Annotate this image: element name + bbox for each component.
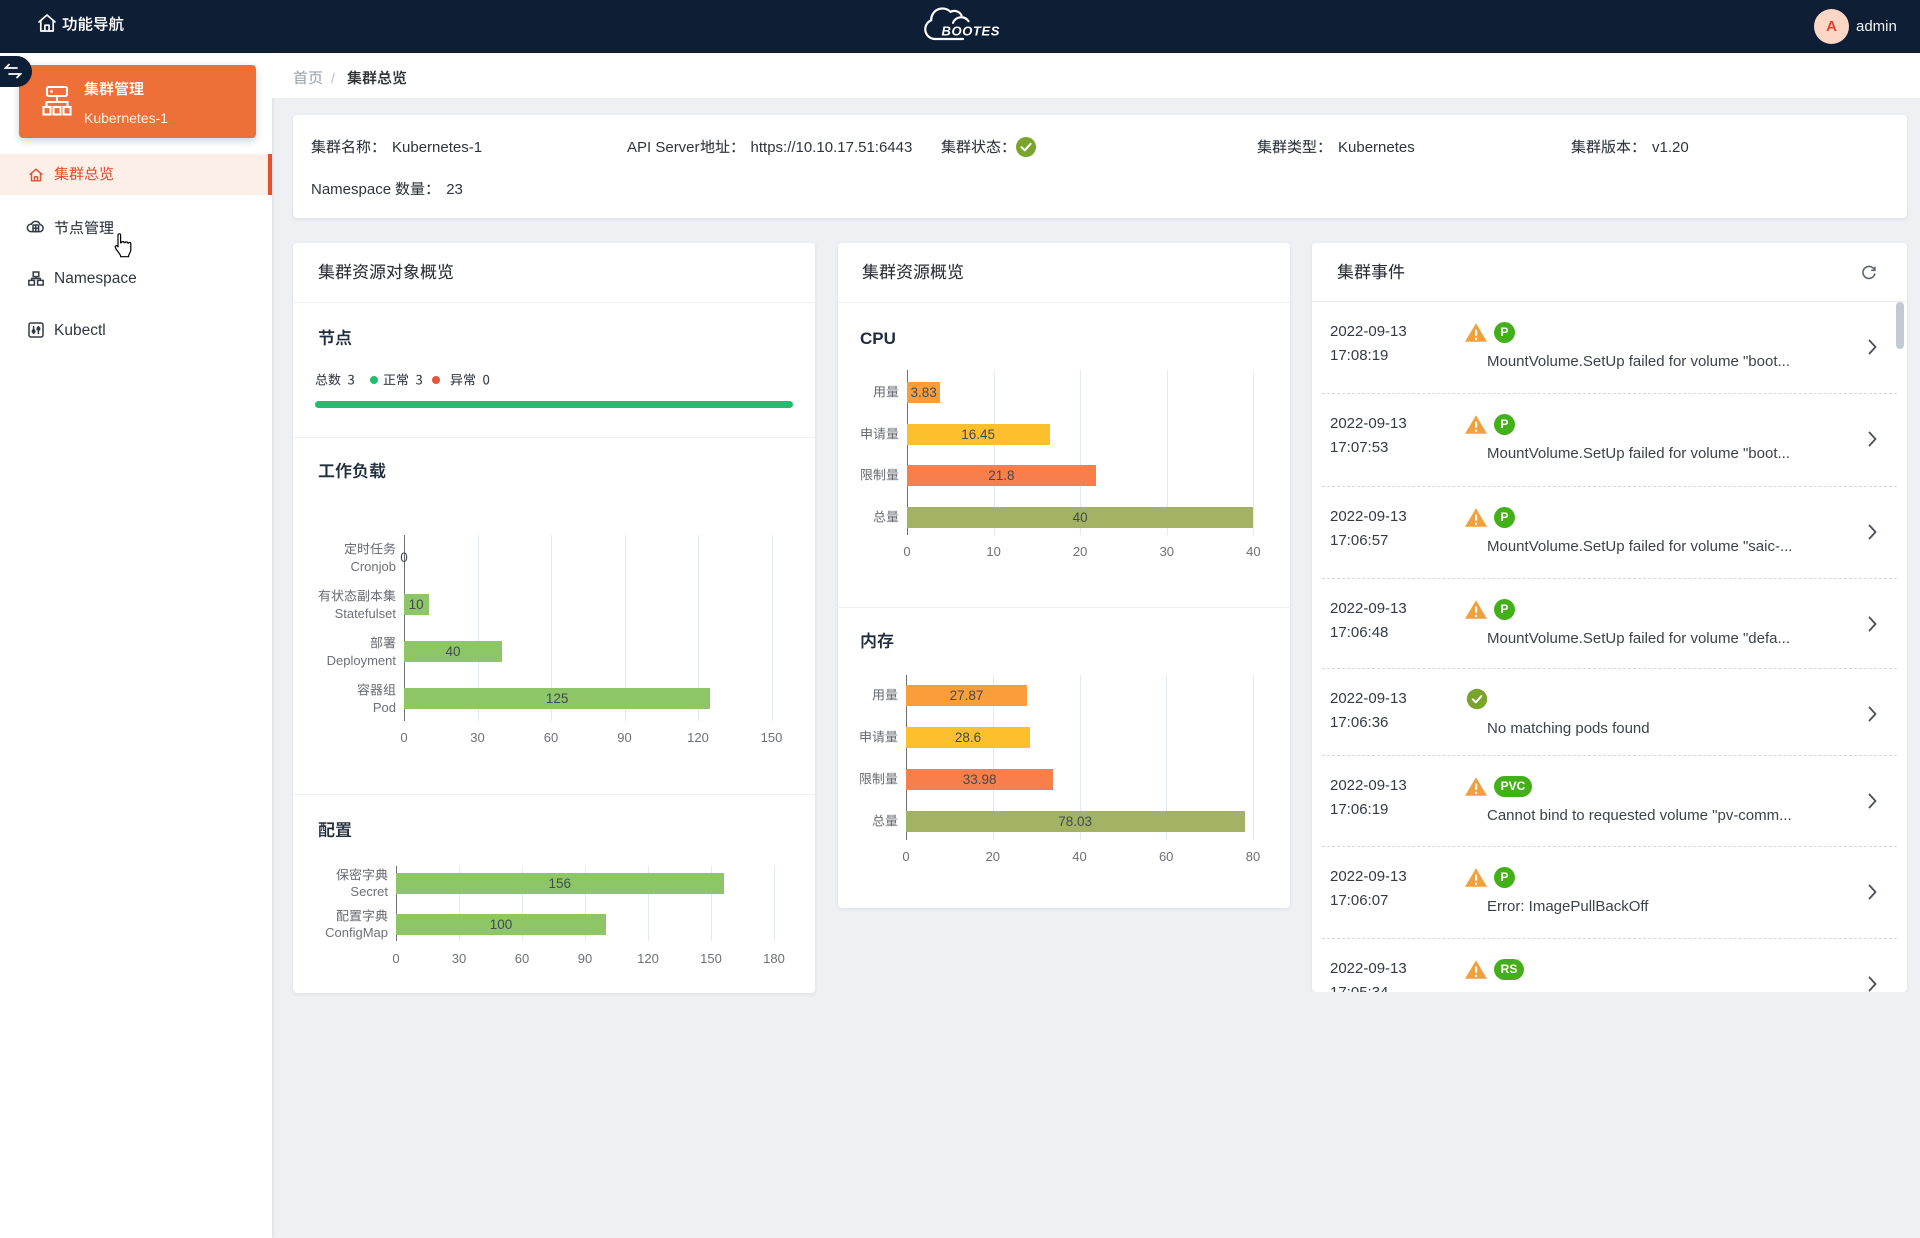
svg-text:BOOTES: BOOTES <box>942 24 1001 39</box>
